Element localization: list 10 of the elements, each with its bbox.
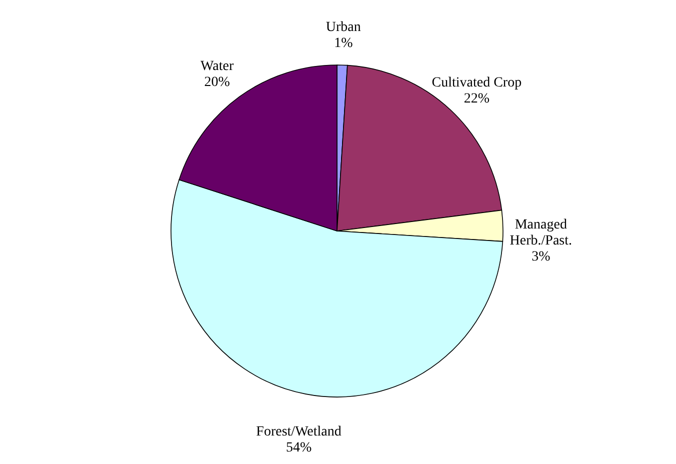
slice-label: Urban bbox=[326, 20, 361, 36]
data-label: 20% bbox=[204, 74, 230, 90]
slice-label: Cultivated Crop bbox=[432, 75, 522, 90]
data-label: 22% bbox=[464, 91, 490, 106]
slice-label: Water bbox=[200, 58, 234, 74]
data-label: 54% bbox=[286, 440, 312, 456]
data-label: 3% bbox=[532, 250, 551, 265]
slice-label: Forest/Wetland bbox=[256, 424, 342, 440]
slice-label: Managed Herb./Past. bbox=[510, 218, 572, 249]
data-label: 1% bbox=[334, 36, 354, 52]
